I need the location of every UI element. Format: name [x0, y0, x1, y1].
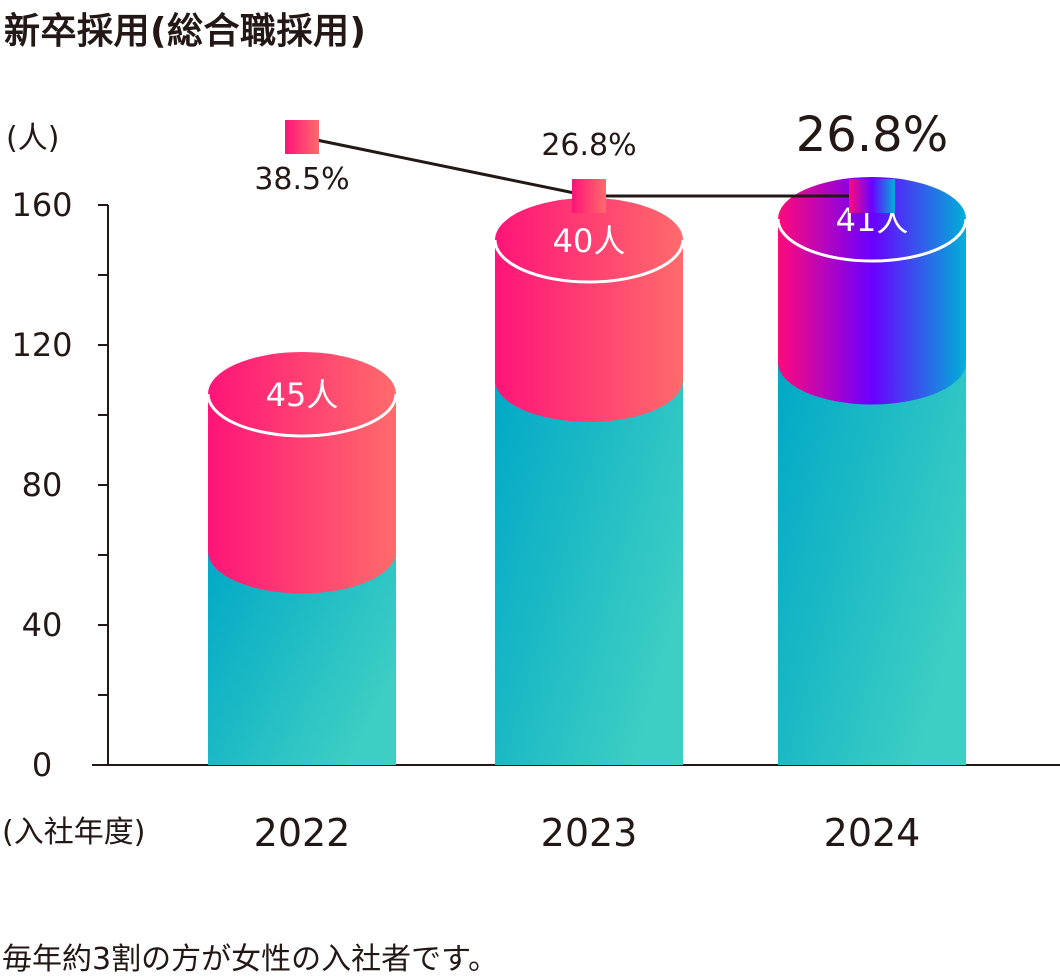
y-tick-label: 0	[32, 746, 52, 784]
x-tick-label: 2022	[254, 811, 351, 855]
y-unit-label: (人)	[6, 121, 59, 156]
bar-segment-label: 40人	[553, 222, 626, 260]
y-tick-label: 80	[22, 466, 63, 504]
chart-title: 新卒採用(総合職採用)	[4, 11, 367, 52]
ratio-line-group: 38.5% 26.8% 26.8%	[254, 107, 948, 213]
bar-segment-top	[208, 394, 396, 594]
bar-lid-rim	[206, 393, 398, 438]
bar-segment-base	[778, 362, 966, 765]
bar-top-lid	[778, 177, 966, 261]
ratio-label: 26.8%	[796, 107, 948, 163]
bar-top-lid	[495, 198, 683, 282]
y-tick-label: 160	[11, 186, 72, 224]
y-tick-label: 120	[11, 326, 72, 364]
bar-top-lid	[208, 352, 396, 436]
bar-segment-top	[495, 240, 683, 422]
y-tick-label: 40	[22, 606, 63, 644]
footnote: 毎年約3割の方が女性の入社者です。	[2, 942, 499, 977]
bar-lid-rim	[493, 239, 685, 284]
x-unit-label: (入社年度)	[2, 815, 145, 850]
ratio-marker	[572, 179, 606, 213]
bar-segment-base	[495, 380, 683, 765]
ratio-marker	[285, 120, 319, 154]
x-tick-label: 2024	[824, 811, 921, 855]
ratio-label: 38.5%	[254, 162, 349, 197]
bar-segment-label: 45人	[266, 376, 339, 414]
x-tick-label: 2023	[541, 811, 638, 855]
x-tick-labels: 2022 2023 2024	[254, 811, 921, 855]
ratio-marker	[849, 179, 895, 213]
ratio-label: 26.8%	[541, 128, 636, 163]
bar-lid-rim	[776, 218, 968, 263]
bar-segment-top	[778, 219, 966, 405]
